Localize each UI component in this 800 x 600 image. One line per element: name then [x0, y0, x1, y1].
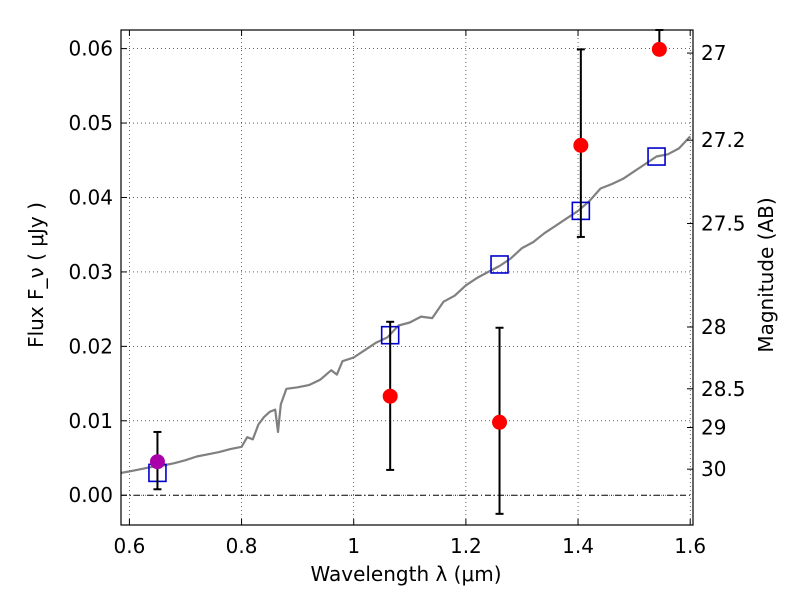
plot-area [120, 29, 692, 515]
model-point-marker [647, 147, 666, 166]
right-tick-label: 29 [701, 415, 726, 439]
y-tick-label: 0.03 [68, 260, 113, 284]
y-tick-label: 0.02 [68, 334, 113, 358]
right-tick-label: 30 [701, 457, 726, 481]
observed-point-marker [149, 454, 165, 470]
y-tick-label: 0.00 [68, 483, 113, 507]
right-tick-label: 27 [701, 41, 726, 65]
x-axis-label: Wavelength λ (μm) [310, 562, 501, 586]
x-tick-label: 0.6 [114, 534, 146, 558]
observed-point-marker [492, 414, 508, 430]
right-tick-label: 28.5 [701, 377, 746, 401]
right-tick-label: 28 [701, 315, 726, 339]
observed-point-marker [573, 137, 589, 153]
y-tick-label: 0.04 [68, 185, 113, 209]
model-point-marker [490, 255, 509, 274]
x-tick-label: 1 [347, 534, 360, 558]
x-tick-label: 1.4 [562, 534, 594, 558]
observed-point-marker [382, 388, 398, 404]
model-spectrum-line [120, 135, 692, 474]
right-y-axis-label: Magnitude (AB) [754, 197, 778, 352]
y-tick-label: 0.01 [68, 409, 113, 433]
y-tick-label: 0.05 [68, 111, 113, 135]
x-tick-label: 0.8 [226, 534, 258, 558]
right-tick-label: 27.2 [701, 128, 746, 152]
x-tick-label: 1.2 [450, 534, 482, 558]
axis-ticks: 0.6 0.8 1 1.2 1.4 1.6 0.00 0.01 0.02 0.03 0.04 0.05… [68, 30, 746, 558]
grid [121, 30, 693, 525]
right-tick-label: 27.5 [701, 212, 746, 236]
observed-point-marker [651, 41, 667, 57]
x-tick-label: 1.6 [674, 534, 706, 558]
plot-frame [120, 29, 694, 526]
y-tick-label: 0.06 [68, 37, 113, 61]
y-axis-label: Flux F_ν ( μJy ) [24, 202, 48, 348]
